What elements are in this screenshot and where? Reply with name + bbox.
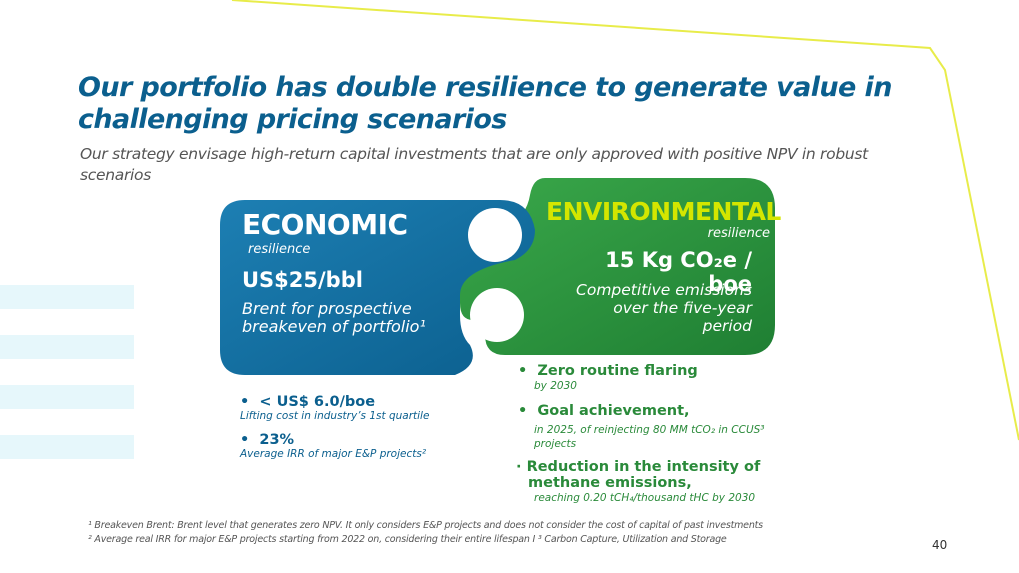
bullet: •	[518, 403, 538, 419]
goal-item: • Zero routine flaring by 2030	[518, 363, 778, 393]
bullet: •	[240, 394, 260, 410]
environmental-title: ENVIRONMENTAL	[546, 197, 781, 226]
environmental-description: Competitive emissions over the five-year…	[576, 281, 752, 335]
connector-circle	[470, 288, 524, 342]
economic-subtitle: resilience	[248, 242, 311, 257]
kpi-note: Average IRR of major E&P projects²	[240, 448, 427, 460]
economic-value: US$25/bbl	[242, 268, 363, 292]
footnote: ¹ Breakeven Brent: Brent level that gene…	[88, 520, 763, 531]
stripe	[0, 385, 134, 409]
goal-head: Goal achievement,	[537, 403, 690, 419]
goal-head: Reduction in the intensity of methane em…	[526, 459, 761, 491]
economic-description: Brent for prospective breakeven of portf…	[242, 299, 426, 336]
page-number: 40	[932, 538, 948, 552]
goal-item: · Reduction in the intensity of methane …	[516, 459, 766, 505]
kpi-item: • < US$ 6.0/boe Lifting cost in industry…	[240, 394, 429, 422]
kpi-note: Lifting cost in industry’s 1st quartile	[240, 410, 430, 422]
economic-shape	[220, 200, 535, 375]
kpi-item: • 23% Average IRR of major E&P projects²	[240, 432, 426, 460]
environmental-subtitle: resilience	[707, 226, 770, 241]
kpi-value: < US$ 6.0/boe	[259, 394, 376, 410]
connector-circle	[468, 208, 522, 262]
stripe	[0, 435, 134, 459]
page-title: Our portfolio has double resilience to g…	[78, 72, 892, 135]
kpi-value: 23%	[259, 432, 295, 448]
goal-note: reaching 0.20 tCH₄/thousand tHC by 2030	[534, 492, 756, 504]
goal-note: in 2025, of reinjecting 80 MM tCO₂ in CC…	[534, 424, 765, 450]
environmental-shape	[460, 178, 775, 355]
goal-note: by 2030	[534, 380, 577, 392]
bullet: •	[518, 363, 538, 379]
footnote: ² Average real IRR for major E&P project…	[88, 534, 727, 545]
page-subtitle: Our strategy envisage high-return capita…	[80, 145, 868, 184]
goal-item: • Goal achievement, in 2025, of reinject…	[518, 403, 778, 451]
economic-title: ECONOMIC	[242, 208, 408, 241]
environmental-value: 15 Kg CO₂e / boe	[605, 248, 752, 296]
bullet: •	[240, 432, 260, 448]
stripe	[0, 285, 134, 309]
resilience-diagram	[220, 178, 775, 375]
bullet: ·	[516, 459, 527, 475]
goal-head: Zero routine flaring	[537, 363, 698, 379]
stripe	[0, 335, 134, 359]
